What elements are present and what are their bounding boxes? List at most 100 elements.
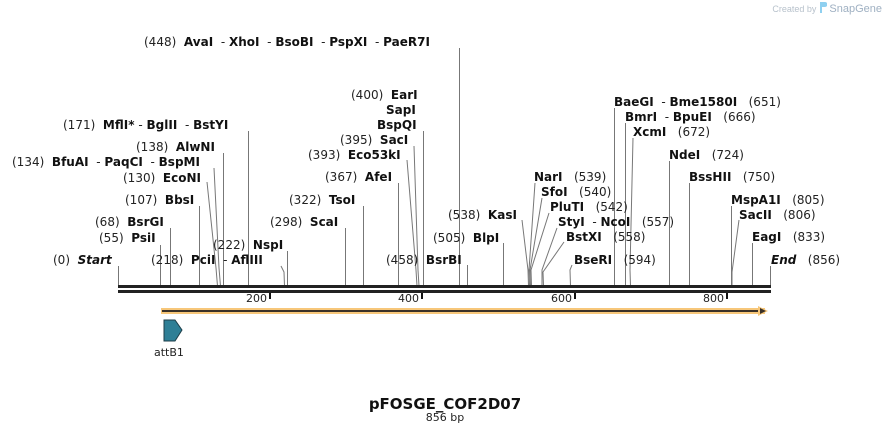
attB1-feature-icon[interactable] <box>163 319 183 342</box>
tick-label-200: 200 <box>246 292 267 305</box>
site-nari[interactable]: NarI (539) <box>534 170 606 184</box>
snapgene-logo-icon <box>819 2 828 13</box>
site-name: SacI <box>379 133 409 147</box>
site-name: End <box>771 253 797 267</box>
separator: - <box>664 110 670 124</box>
separator: - <box>592 215 597 229</box>
separator: - <box>661 95 666 109</box>
site-kasi[interactable]: (538) KasI <box>448 208 517 222</box>
site-bstxi[interactable]: BstXI (558) <box>566 230 645 244</box>
site-name: Eco53kI <box>347 148 401 162</box>
site-position: (107) <box>125 193 158 207</box>
site-name: AflIII <box>231 253 263 267</box>
site-psii[interactable]: (55) PsiI <box>99 231 156 245</box>
site-position: (540) <box>579 185 612 199</box>
site-blpi[interactable]: (505) BlpI <box>433 231 499 245</box>
site-bseri[interactable]: BseRI (594) <box>574 253 656 267</box>
site-bbsi[interactable]: (107) BbsI <box>125 193 194 207</box>
site-eco53ki[interactable]: (393) Eco53kI <box>308 148 401 162</box>
site-mfli-group[interactable]: (171) MflI* - BglII - BstYI <box>63 118 228 132</box>
site-avai-group[interactable]: (448) AvaI - XhoI - BsoBI - PspXI - PaeR… <box>144 35 430 49</box>
site-position: (218) <box>151 253 184 267</box>
site-position: (448) <box>144 35 177 49</box>
site-eari[interactable]: (400) EarI <box>351 88 418 102</box>
site-name: BsrBI <box>425 253 462 267</box>
site-sacii[interactable]: SacII (806) <box>739 208 816 222</box>
site-start: (0) Start <box>53 253 112 267</box>
site-name: NarI <box>534 170 563 184</box>
site-position: (222) <box>213 238 246 252</box>
site-pcii-group[interactable]: (218) PciI - AflIII <box>151 253 263 267</box>
site-name: BbsI <box>164 193 195 207</box>
site-position: (805) <box>792 193 825 207</box>
site-nspi[interactable]: (222) NspI <box>213 238 283 252</box>
site-alwni[interactable]: (138) AlwNI <box>136 140 215 154</box>
site-sapi[interactable]: SapI <box>386 103 416 117</box>
site-sfoi[interactable]: SfoI (540) <box>541 185 611 199</box>
site-name: PciI <box>190 253 216 267</box>
site-name: MspA1I <box>731 193 781 207</box>
separator: - <box>321 35 326 49</box>
site-position: (395) <box>340 133 373 147</box>
site-name: BlpI <box>472 231 500 245</box>
site-name: SfoI <box>541 185 568 199</box>
site-position: (298) <box>270 215 303 229</box>
site-afei[interactable]: (367) AfeI <box>325 170 392 184</box>
site-name: BstYI <box>193 118 229 132</box>
site-xcmi[interactable]: XcmI (672) <box>633 125 710 139</box>
site-name: BspQI <box>377 118 417 132</box>
site-name: AfeI <box>364 170 393 184</box>
site-name: MflI <box>102 118 129 132</box>
site-name: PluTI <box>550 200 585 214</box>
site-position: (367) <box>325 170 358 184</box>
site-ndei[interactable]: NdeI (724) <box>669 148 744 162</box>
site-name: AlwNI <box>175 140 215 154</box>
site-eagi[interactable]: EagI (833) <box>752 230 825 244</box>
site-name: TsoI <box>328 193 356 207</box>
site-bmri-group[interactable]: BmrI - BpuEI (666) <box>625 110 756 124</box>
site-pluti[interactable]: PluTI (542) <box>550 200 628 214</box>
site-mspa1i[interactable]: MspA1I (805) <box>731 193 825 207</box>
site-position: (594) <box>623 253 656 267</box>
site-position: (542) <box>595 200 628 214</box>
site-econi[interactable]: (130) EcoNI <box>123 171 201 185</box>
site-bsshii[interactable]: BssHII (750) <box>689 170 775 184</box>
site-baegi-group[interactable]: BaeGI - Bme1580I (651) <box>614 95 781 109</box>
site-name: ScaI <box>309 215 339 229</box>
site-name: AvaI <box>183 35 214 49</box>
site-name: XcmI <box>633 125 667 139</box>
site-scai[interactable]: (298) ScaI <box>270 215 338 229</box>
separator: - <box>138 118 143 132</box>
site-name: NcoI <box>600 215 631 229</box>
credit-brand: SnapGene <box>829 3 882 15</box>
site-position: (68) <box>95 215 120 229</box>
site-bfuai-group[interactable]: (134) BfuAI - PaqCI - BspMI <box>12 155 200 169</box>
site-position: (400) <box>351 88 384 102</box>
site-bsrgi[interactable]: (68) BsrGI <box>95 215 164 229</box>
site-position: (672) <box>677 125 711 139</box>
site-styi-group[interactable]: StyI - NcoI (557) <box>558 215 674 229</box>
tick-label-400: 400 <box>398 292 419 305</box>
site-position: (724) <box>711 148 744 162</box>
attB1-label[interactable]: attB1 <box>154 346 184 359</box>
site-position: (651) <box>748 95 781 109</box>
separator: - <box>184 118 190 132</box>
site-name: BstXI <box>566 230 602 244</box>
site-position: (322) <box>289 193 322 207</box>
site-position: (505) <box>433 231 466 245</box>
site-position: (393) <box>308 148 341 162</box>
site-bspqi[interactable]: BspQI <box>377 118 417 132</box>
site-name: Bme1580I <box>669 95 738 109</box>
site-tsoi[interactable]: (322) TsoI <box>289 193 355 207</box>
site-name: StyI <box>558 215 585 229</box>
site-saci[interactable]: (395) SacI <box>340 133 408 147</box>
site-position: (538) <box>448 208 481 222</box>
site-name: BfuAI <box>51 155 89 169</box>
site-bsrbi[interactable]: (458) BsrBI <box>386 253 462 267</box>
site-position: (55) <box>99 231 124 245</box>
site-name: BmrI <box>625 110 658 124</box>
site-name: BsrGI <box>127 215 164 229</box>
site-name: NdeI <box>669 148 701 162</box>
site-position: (666) <box>723 110 756 124</box>
